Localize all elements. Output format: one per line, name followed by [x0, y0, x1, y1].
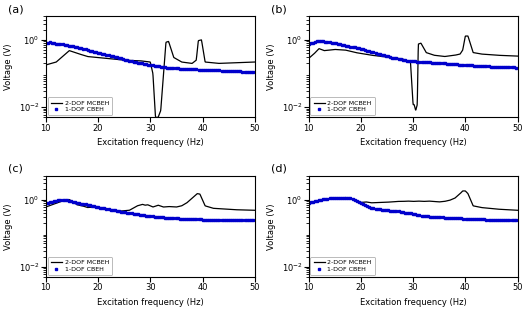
2-DOF MCBEH	[462, 34, 469, 38]
1-DOF CBEH	[55, 198, 62, 202]
2-DOF MCBEH	[176, 205, 182, 208]
1-DOF CBEH	[164, 66, 171, 70]
1-DOF CBEH	[223, 218, 229, 222]
Y-axis label: Voltage (V): Voltage (V)	[4, 44, 13, 90]
2-DOF MCBEH	[202, 203, 208, 207]
1-DOF CBEH	[176, 67, 182, 70]
2-DOF MCBEH	[486, 53, 492, 57]
2-DOF MCBEH	[223, 61, 229, 65]
2-DOF MCBEH	[486, 207, 492, 210]
2-DOF MCBEH	[116, 209, 122, 213]
1-DOF CBEH	[342, 196, 348, 199]
1-DOF CBEH	[48, 40, 54, 44]
1-DOF CBEH	[486, 65, 492, 68]
2-DOF MCBEH	[427, 199, 433, 203]
1-DOF CBEH	[306, 42, 312, 45]
2-DOF MCBEH	[427, 52, 433, 56]
2-DOF MCBEH	[306, 57, 312, 60]
1-DOF CBEH	[486, 218, 492, 221]
2-DOF MCBEH	[198, 38, 204, 42]
1-DOF CBEH	[164, 216, 171, 220]
2-DOF MCBEH	[43, 205, 49, 209]
2-DOF MCBEH	[170, 53, 176, 57]
1-DOF CBEH	[316, 39, 322, 43]
1-DOF CBEH	[176, 217, 182, 220]
Text: (d): (d)	[271, 164, 287, 174]
X-axis label: Excitation frequency (Hz): Excitation frequency (Hz)	[360, 298, 466, 307]
Line: 1-DOF CBEH: 1-DOF CBEH	[45, 41, 256, 73]
2-DOF MCBEH	[251, 60, 258, 64]
2-DOF MCBEH	[164, 40, 171, 44]
2-DOF MCBEH	[55, 201, 62, 204]
2-DOF MCBEH	[433, 53, 439, 57]
Line: 2-DOF MCBEH: 2-DOF MCBEH	[46, 194, 255, 211]
X-axis label: Excitation frequency (Hz): Excitation frequency (Hz)	[97, 298, 203, 307]
1-DOF CBEH	[251, 219, 258, 222]
1-DOF CBEH	[439, 61, 445, 65]
2-DOF MCBEH	[318, 48, 325, 51]
1-DOF CBEH	[43, 41, 49, 45]
2-DOF MCBEH	[432, 200, 438, 203]
1-DOF CBEH	[170, 66, 176, 70]
2-DOF MCBEH	[152, 115, 159, 119]
2-DOF MCBEH	[318, 198, 325, 202]
1-DOF CBEH	[439, 216, 445, 219]
1-DOF CBEH	[514, 66, 521, 69]
2-DOF MCBEH	[438, 200, 445, 203]
Line: 1-DOF CBEH: 1-DOF CBEH	[45, 198, 256, 222]
Y-axis label: Voltage (V): Voltage (V)	[267, 44, 276, 90]
2-DOF MCBEH	[43, 63, 49, 67]
1-DOF CBEH	[514, 219, 521, 222]
1-DOF CBEH	[251, 70, 258, 74]
Line: 1-DOF CBEH: 1-DOF CBEH	[307, 39, 519, 69]
2-DOF MCBEH	[223, 207, 229, 211]
1-DOF CBEH	[464, 217, 471, 221]
2-DOF MCBEH	[514, 54, 521, 58]
Text: (a): (a)	[8, 4, 24, 14]
1-DOF CBEH	[58, 198, 65, 202]
2-DOF MCBEH	[464, 191, 471, 195]
2-DOF MCBEH	[202, 58, 208, 62]
2-DOF MCBEH	[164, 205, 171, 208]
1-DOF CBEH	[43, 201, 49, 205]
1-DOF CBEH	[433, 61, 439, 65]
1-DOF CBEH	[318, 39, 325, 43]
2-DOF MCBEH	[176, 59, 182, 63]
X-axis label: Excitation frequency (Hz): Excitation frequency (Hz)	[360, 138, 466, 147]
Line: 2-DOF MCBEH: 2-DOF MCBEH	[46, 40, 255, 117]
Y-axis label: Voltage (V): Voltage (V)	[267, 203, 276, 250]
Legend: 2-DOF MCBEH, 1-DOF CBEH: 2-DOF MCBEH, 1-DOF CBEH	[47, 97, 112, 115]
X-axis label: Excitation frequency (Hz): Excitation frequency (Hz)	[97, 138, 203, 147]
1-DOF CBEH	[318, 198, 325, 202]
Line: 1-DOF CBEH: 1-DOF CBEH	[307, 196, 519, 222]
1-DOF CBEH	[427, 215, 433, 219]
Text: (c): (c)	[8, 164, 23, 174]
1-DOF CBEH	[306, 201, 312, 205]
1-DOF CBEH	[433, 215, 439, 219]
Line: 2-DOF MCBEH: 2-DOF MCBEH	[309, 191, 518, 210]
2-DOF MCBEH	[460, 189, 466, 193]
1-DOF CBEH	[464, 63, 471, 67]
2-DOF MCBEH	[306, 201, 312, 205]
Legend: 2-DOF MCBEH, 1-DOF CBEH: 2-DOF MCBEH, 1-DOF CBEH	[310, 257, 375, 275]
Legend: 2-DOF MCBEH, 1-DOF CBEH: 2-DOF MCBEH, 1-DOF CBEH	[310, 97, 375, 115]
1-DOF CBEH	[201, 68, 208, 72]
2-DOF MCBEH	[194, 192, 201, 196]
1-DOF CBEH	[223, 69, 229, 73]
Y-axis label: Voltage (V): Voltage (V)	[4, 203, 13, 250]
1-DOF CBEH	[427, 61, 433, 64]
2-DOF MCBEH	[413, 108, 419, 112]
2-DOF MCBEH	[170, 205, 176, 209]
Legend: 2-DOF MCBEH, 1-DOF CBEH: 2-DOF MCBEH, 1-DOF CBEH	[47, 257, 112, 275]
2-DOF MCBEH	[439, 54, 445, 58]
1-DOF CBEH	[56, 42, 62, 46]
Line: 2-DOF MCBEH: 2-DOF MCBEH	[309, 36, 518, 110]
1-DOF CBEH	[170, 216, 176, 220]
2-DOF MCBEH	[251, 208, 258, 212]
1-DOF CBEH	[201, 218, 208, 221]
2-DOF MCBEH	[464, 34, 471, 38]
2-DOF MCBEH	[514, 208, 521, 212]
Text: (b): (b)	[271, 4, 287, 14]
2-DOF MCBEH	[55, 58, 62, 62]
